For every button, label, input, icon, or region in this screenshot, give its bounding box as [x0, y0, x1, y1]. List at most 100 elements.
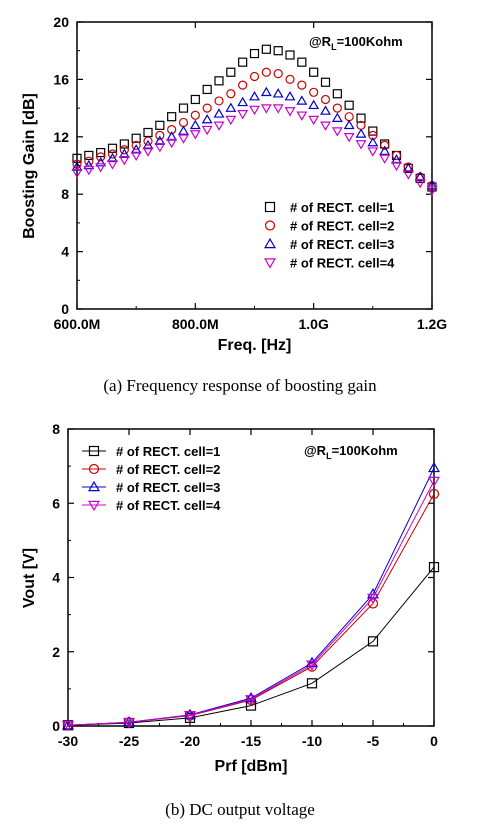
data-point [154, 135, 166, 145]
data-point [245, 695, 257, 706]
data-point [202, 84, 212, 95]
legend-marker [88, 445, 100, 457]
data-point [428, 461, 440, 473]
data-point [202, 103, 212, 113]
data-point [226, 89, 236, 99]
data-point [380, 140, 390, 151]
legend-marker [88, 463, 100, 475]
data-point [119, 139, 129, 149]
data-point [178, 117, 189, 128]
data-point [249, 91, 260, 101]
y-tick-label: 16 [53, 71, 69, 87]
x-tick-label: -25 [119, 733, 139, 749]
data-point [367, 147, 379, 157]
data-point [320, 121, 331, 131]
data-point [83, 166, 95, 176]
data-point [190, 94, 200, 105]
data-point [178, 125, 189, 135]
data-point [237, 110, 249, 120]
legend-marker [88, 500, 100, 512]
data-point [284, 91, 296, 101]
series-4 [71, 104, 438, 196]
y-tick-label: 8 [61, 186, 69, 202]
data-point [214, 96, 224, 106]
data-point [343, 119, 355, 130]
data-point [143, 136, 153, 146]
data-point [249, 71, 260, 82]
data-point [167, 125, 177, 135]
data-point [95, 163, 107, 173]
data-point [83, 159, 95, 170]
data-point [142, 139, 154, 150]
y-tick-label: 2 [52, 644, 60, 660]
data-point [391, 154, 402, 164]
x-tick-label: 0 [430, 733, 438, 749]
data-point [62, 719, 74, 730]
y-tick-label: 4 [52, 570, 60, 586]
data-point [261, 67, 271, 77]
data-point [118, 148, 130, 158]
data-point [178, 134, 189, 144]
data-point [296, 95, 308, 105]
y-tick-label: 12 [53, 129, 69, 145]
data-point [214, 76, 224, 86]
x-tick-label: -10 [302, 733, 322, 749]
data-point [344, 112, 354, 122]
data-point [95, 157, 107, 167]
data-point [143, 127, 153, 138]
y-tick-label: 8 [52, 421, 60, 437]
data-point [166, 131, 178, 141]
data-point [331, 127, 343, 137]
y-axis-label: Vout [V] [21, 548, 38, 608]
data-point [426, 179, 438, 190]
data-point [272, 104, 284, 114]
legend-label: # of RECT. cell=3 [290, 237, 394, 252]
data-point [367, 593, 379, 605]
data-point [118, 155, 130, 166]
data-point [238, 80, 248, 90]
data-point [155, 130, 165, 140]
data-point [154, 143, 166, 153]
data-point [130, 151, 142, 162]
data-point [123, 718, 135, 729]
data-point [201, 113, 213, 124]
data-point [142, 147, 154, 157]
x-tick-label: -15 [241, 733, 261, 749]
series-3 [71, 86, 438, 190]
data-point [84, 150, 94, 161]
data-point [285, 74, 295, 85]
data-point [428, 476, 440, 488]
data-point [414, 178, 426, 189]
data-point [213, 121, 225, 131]
data-point [402, 170, 414, 180]
data-point [332, 103, 342, 113]
data-point [71, 161, 83, 171]
data-point [306, 660, 318, 671]
chart-dc-output-voltage: -30 -25 -20 -15 -10 -5 0 0 2 4 6 8 Prf [dBm] Vout [V]… [21, 421, 440, 775]
data-point [308, 99, 320, 110]
load-annotation: @RL=100Kohm [309, 34, 403, 52]
data-point [297, 80, 307, 90]
x-tick-label: -5 [367, 733, 380, 749]
x-tick-label: -20 [180, 733, 200, 749]
data-point [225, 102, 237, 112]
legend-marker [264, 237, 276, 249]
x-tick-label: 1.0G [298, 316, 328, 332]
legend-marker [88, 480, 100, 492]
data-point [285, 50, 295, 60]
data-point [249, 105, 260, 116]
data-point [184, 711, 196, 722]
data-point [320, 94, 331, 105]
data-point [107, 149, 118, 159]
legend-marker [264, 201, 276, 213]
data-point [332, 89, 342, 99]
chart-boosting-gain: 600.0M 800.0M 1.0G 1.2G 0 4 8 12 16 20 Freq. [Hz] B… [21, 14, 447, 354]
legend-label: # of RECT. cell=3 [116, 480, 220, 495]
data-point [367, 136, 379, 147]
data-point [344, 100, 354, 110]
y-tick-label: 4 [61, 244, 69, 260]
data-point [428, 562, 440, 573]
y-tick-label: 20 [53, 14, 69, 30]
data-point [131, 140, 141, 151]
data-point [130, 144, 142, 154]
